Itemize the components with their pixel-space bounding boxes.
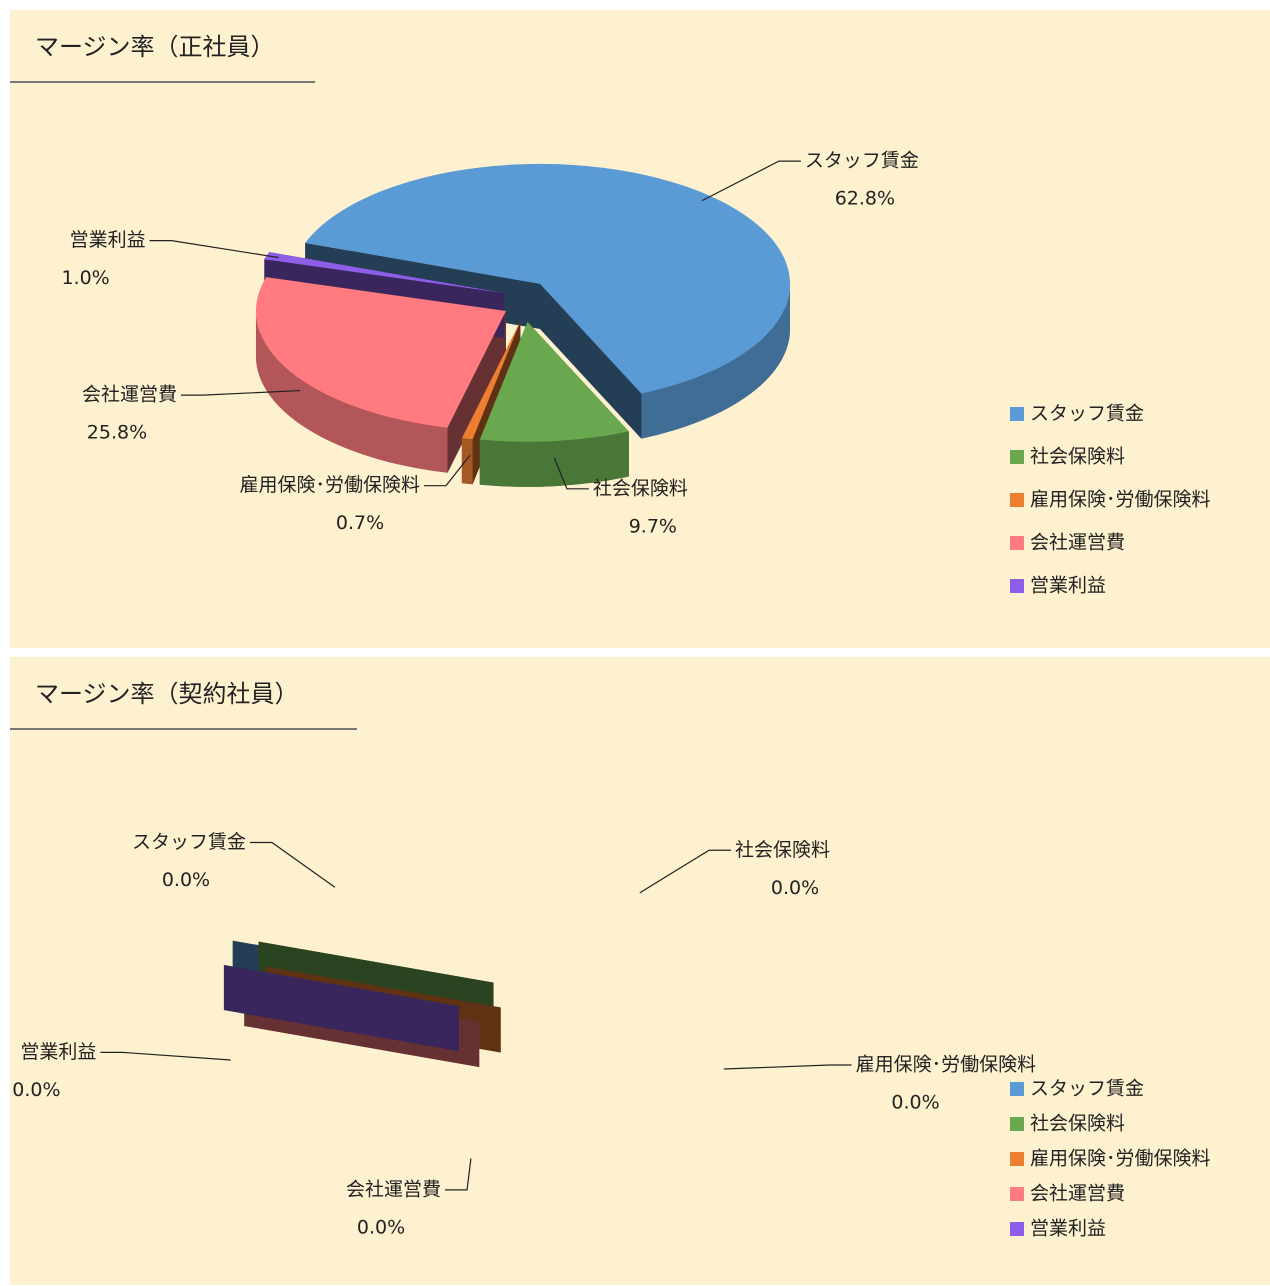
legend-swatch (1010, 1082, 1024, 1096)
legend-swatch (1010, 450, 1024, 464)
legend-swatch (1010, 1117, 1024, 1131)
data-label-name: スタッフ賃金 (132, 831, 246, 853)
data-label-name: 営業利益 (20, 1041, 96, 1063)
data-label-name: 会社運営費 (346, 1178, 441, 1200)
legend-label: 社会保険料 (1030, 446, 1125, 468)
chart-title: マージン率（契約社員） (35, 680, 299, 708)
data-label: 0.0% (162, 869, 210, 891)
slice-wall (223, 965, 459, 1052)
legend-swatch (1010, 1152, 1024, 1166)
data-label: 9.7% (629, 515, 677, 537)
legend-label: 会社運営費 (1030, 532, 1125, 554)
legend-swatch (1010, 407, 1024, 421)
slice (461, 321, 521, 440)
leader-line (100, 1051, 231, 1061)
leader-line (639, 849, 732, 894)
leader-line (723, 1064, 852, 1070)
leader-line (249, 841, 336, 888)
panel (10, 657, 1270, 1285)
data-label-name: 雇用保険･労働保険料 (239, 474, 420, 496)
leader-line (445, 1158, 472, 1191)
data-label: 62.8% (835, 188, 895, 210)
legend-swatch (1010, 1222, 1024, 1236)
data-label: 0.0% (771, 877, 819, 899)
data-label-name: 営業利益 (70, 229, 146, 251)
data-label: 0.0% (891, 1091, 939, 1113)
legend-swatch (1010, 1187, 1024, 1201)
slice-side (255, 311, 448, 473)
data-label-name: 社会保険料 (735, 839, 830, 861)
leader-line (180, 389, 301, 396)
data-label: 0.0% (357, 1216, 405, 1238)
leader-line (701, 160, 801, 202)
slice (264, 252, 505, 294)
data-label: 1.0% (61, 267, 109, 289)
legend-label: 会社運営費 (1030, 1183, 1125, 1205)
legend-swatch (1010, 579, 1024, 593)
leader-line (424, 455, 471, 487)
slice-wall (540, 283, 642, 439)
data-label: 25.8% (87, 422, 147, 444)
data-label: 0.7% (336, 512, 384, 534)
data-label-name: 社会保険料 (593, 477, 688, 499)
legend-label: スタッフ賃金 (1030, 403, 1144, 425)
legend-swatch (1010, 493, 1024, 507)
legend-label: 社会保険料 (1030, 1113, 1125, 1135)
legend-label: 雇用保険･労働保険料 (1030, 1148, 1211, 1170)
legend-label: 雇用保険･労働保険料 (1030, 489, 1211, 511)
chart-title: マージン率（正社員） (35, 33, 275, 61)
slice-side (641, 283, 791, 439)
leader-line (553, 457, 589, 490)
data-label: 0.0% (12, 1079, 60, 1101)
legend-label: スタッフ賃金 (1030, 1078, 1144, 1100)
data-label-name: 雇用保険･労働保険料 (856, 1053, 1037, 1075)
data-label-name: 会社運営費 (82, 384, 177, 406)
slice (255, 277, 506, 428)
leader-line (149, 240, 279, 259)
slice (305, 163, 791, 394)
slice-side (461, 438, 473, 485)
legend-label: 営業利益 (1030, 575, 1106, 597)
legend-label: 営業利益 (1030, 1218, 1106, 1240)
data-label-name: スタッフ賃金 (805, 150, 919, 172)
slice (479, 321, 629, 442)
slice-wall (461, 321, 521, 484)
legend-swatch (1010, 536, 1024, 550)
